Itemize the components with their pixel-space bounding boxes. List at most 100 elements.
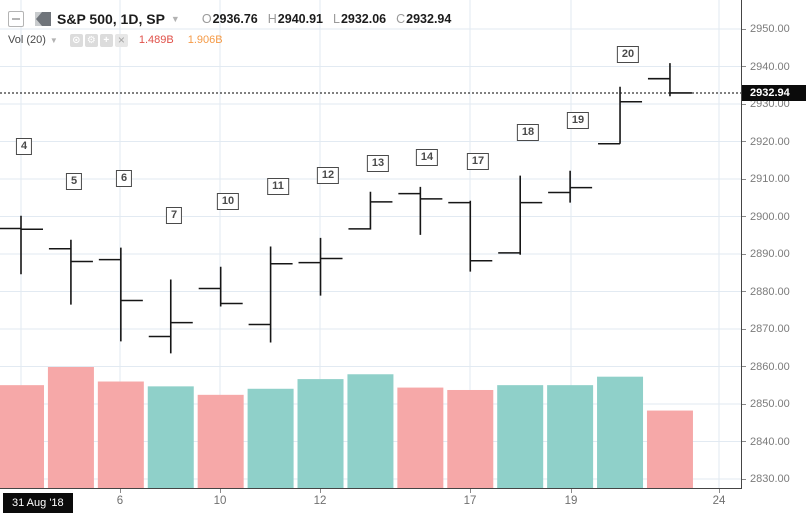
time-tick: [220, 489, 221, 493]
price-tick: [742, 216, 746, 217]
price-tick-label: 2860.00: [750, 360, 790, 373]
ohlc-bar: [248, 246, 293, 343]
price-tick-label: 2880.00: [750, 285, 790, 298]
ohlc-bar: [598, 86, 643, 145]
price-tick: [742, 291, 746, 292]
price-axis[interactable]: 2932.94 2950.00 2940.00 2930.00 2920.00 2910…: [741, 0, 806, 488]
bar-annotation[interactable]: 20: [616, 46, 640, 63]
volume-bar: [447, 389, 494, 488]
volume-bar: [397, 387, 444, 488]
price-tick: [742, 441, 746, 442]
bar-annotation[interactable]: 12: [316, 167, 340, 184]
bar-annotation[interactable]: 17: [466, 153, 490, 170]
symbol-title[interactable]: S&P 500, 1D, SP: [57, 11, 165, 27]
time-tick-label: 10: [213, 495, 227, 507]
time-tick-label: 24: [712, 495, 726, 507]
date-badge: 31 Aug '18: [3, 493, 73, 513]
plus-icon[interactable]: +: [99, 33, 113, 47]
open-value: 2936.76: [212, 12, 258, 26]
volume-indicator-legend: Vol (20) ▼ ⊙ ⚙ + × 1.489B 1.906B: [8, 33, 223, 47]
volume-bar: [597, 376, 644, 488]
bar-annotation[interactable]: 6: [115, 170, 133, 187]
bar-annotation[interactable]: 14: [415, 149, 439, 166]
high-value: 2940.91: [277, 12, 323, 26]
time-axis[interactable]: 31 Aug '18 6 10 12 17 19 24: [0, 488, 806, 516]
price-tick-label: 2870.00: [750, 323, 790, 335]
gear-icon[interactable]: ⚙: [84, 33, 98, 47]
collapse-pane-icon[interactable]: [8, 11, 24, 27]
time-tick-label: 12: [313, 495, 327, 507]
ohlc-bar: [448, 200, 493, 272]
ohlc-bar: [348, 191, 393, 230]
volume-bar: [97, 381, 144, 488]
ohlc-bar: [0, 215, 43, 275]
symbol-logo-icon: [35, 12, 51, 26]
volume-bar: [646, 410, 693, 488]
price-tick-label: 2940.00: [750, 60, 790, 73]
chart-canvas[interactable]: [0, 0, 741, 488]
price-tick: [742, 253, 746, 255]
volume-bar: [547, 385, 594, 488]
volume-bar: [0, 385, 44, 488]
low-label: L: [332, 12, 340, 26]
price-tick-label: 2910.00: [750, 173, 790, 185]
price-tick-label: 2830.00: [750, 473, 790, 485]
bar-annotation[interactable]: 5: [65, 173, 83, 190]
ohlc-bar: [48, 239, 93, 305]
close-icon[interactable]: ×: [114, 33, 128, 47]
eye-icon[interactable]: ⊙: [69, 33, 83, 47]
time-tick: [719, 489, 720, 493]
price-tick-label: 2950.00: [750, 23, 790, 35]
high-label: H: [267, 12, 277, 26]
price-tick: [742, 478, 746, 480]
chart-legend: S&P 500, 1D, SP ▼ O 2936.76 H 2940.91 L 293…: [8, 10, 451, 28]
low-value: 2932.06: [340, 12, 387, 26]
time-tick-label: 17: [463, 495, 477, 507]
ohlc-bar: [498, 175, 543, 255]
bar-annotation[interactable]: 13: [366, 155, 390, 172]
volume-bar: [47, 367, 94, 488]
price-tick-label: 2930.00: [750, 98, 790, 110]
ohlc-bar: [398, 186, 443, 235]
volume-bar: [197, 394, 244, 488]
close-label: C: [396, 12, 406, 26]
chevron-down-icon[interactable]: ▼: [49, 35, 58, 45]
price-tick: [742, 28, 746, 30]
bar-annotation[interactable]: 19: [566, 112, 590, 129]
volume-bar: [297, 379, 344, 488]
bar-annotation[interactable]: 10: [216, 193, 240, 210]
ohlc-bar: [548, 170, 593, 203]
volume-ma-value: 1.906B: [187, 34, 223, 46]
volume-bar: [147, 386, 194, 488]
ohlc-bar: [298, 237, 343, 296]
time-axis-border: [0, 488, 742, 489]
bar-annotation[interactable]: 18: [516, 124, 540, 141]
price-tick-label: 2900.00: [750, 210, 790, 223]
bar-annotation[interactable]: 4: [15, 138, 33, 155]
time-tick: [571, 489, 572, 493]
volume-bar: [247, 388, 294, 488]
time-tick-label: 19: [564, 495, 578, 507]
price-tick: [742, 328, 746, 330]
ohlc-readout: O 2936.76 H 2940.91 L 2932.06 C 2932.94: [202, 12, 452, 26]
time-tick: [320, 489, 321, 493]
indicator-buttons: ⊙ ⚙ + ×: [69, 33, 130, 47]
price-tick: [742, 141, 746, 142]
price-tick: [742, 366, 746, 367]
price-tick: [742, 403, 746, 405]
time-tick: [470, 489, 471, 493]
time-tick-label: 6: [116, 495, 124, 507]
chevron-down-icon[interactable]: ▼: [170, 14, 180, 24]
price-tick-label: 2890.00: [750, 248, 790, 260]
ohlc-bar: [198, 266, 243, 307]
volume-value: 1.489B: [138, 34, 174, 46]
bar-annotation[interactable]: 7: [165, 207, 183, 224]
ohlc-bar: [647, 63, 692, 97]
price-tick: [742, 178, 746, 180]
price-tick: [742, 66, 746, 67]
open-label: O: [201, 12, 212, 26]
volume-indicator-label[interactable]: Vol (20): [8, 34, 46, 46]
bar-annotation[interactable]: 11: [267, 178, 289, 195]
ohlc-bar: [98, 247, 143, 342]
